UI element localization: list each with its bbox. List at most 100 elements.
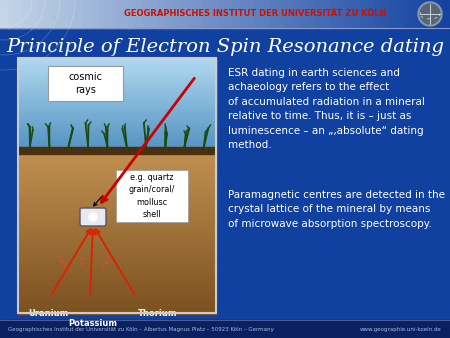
Bar bbox=[18, 243, 216, 249]
Bar bbox=[307, 0, 316, 28]
Bar bbox=[68, 0, 76, 28]
Bar bbox=[278, 0, 286, 28]
Bar bbox=[18, 297, 216, 303]
Bar bbox=[382, 0, 391, 28]
Bar bbox=[120, 0, 129, 28]
Bar bbox=[18, 64, 216, 68]
Circle shape bbox=[418, 2, 442, 26]
Bar bbox=[18, 200, 216, 207]
Bar bbox=[217, 0, 226, 28]
Bar bbox=[225, 0, 234, 28]
Bar bbox=[18, 275, 216, 282]
Bar bbox=[8, 0, 16, 28]
Bar bbox=[270, 0, 279, 28]
Bar bbox=[60, 0, 68, 28]
Text: Principle of Electron Spin Resonance dating: Principle of Electron Spin Resonance dat… bbox=[6, 38, 444, 56]
Bar bbox=[18, 238, 216, 244]
Bar bbox=[30, 0, 39, 28]
FancyBboxPatch shape bbox=[116, 170, 188, 222]
Bar bbox=[18, 118, 216, 122]
Bar bbox=[18, 147, 216, 154]
Bar bbox=[390, 0, 399, 28]
Text: e.g. quartz
grain/coral/
mollusc
shell: e.g. quartz grain/coral/ mollusc shell bbox=[129, 173, 175, 219]
Bar bbox=[75, 0, 84, 28]
Bar bbox=[18, 124, 216, 128]
Bar bbox=[18, 80, 216, 84]
Bar bbox=[18, 281, 216, 287]
Bar bbox=[18, 83, 216, 87]
Bar bbox=[18, 270, 216, 276]
Bar bbox=[18, 133, 216, 137]
Bar bbox=[143, 0, 151, 28]
Bar bbox=[18, 302, 216, 309]
Bar bbox=[18, 211, 216, 217]
Bar bbox=[18, 168, 216, 174]
Bar bbox=[18, 58, 216, 62]
Bar bbox=[248, 0, 256, 28]
Bar bbox=[18, 179, 216, 185]
Bar bbox=[18, 105, 216, 109]
Bar bbox=[18, 74, 216, 78]
Bar bbox=[18, 130, 216, 134]
Bar bbox=[188, 0, 196, 28]
Text: Potassium: Potassium bbox=[68, 319, 117, 329]
Bar bbox=[18, 308, 216, 314]
Bar bbox=[18, 58, 216, 313]
Bar bbox=[18, 158, 216, 164]
Text: β,γ: β,γ bbox=[78, 256, 85, 266]
Bar bbox=[405, 0, 414, 28]
Text: www.geographie.uni-koeln.de: www.geographie.uni-koeln.de bbox=[360, 327, 442, 332]
Text: Paramagnetic centres are detected in the
crystal lattice of the mineral by means: Paramagnetic centres are detected in the… bbox=[228, 190, 445, 229]
Bar bbox=[0, 320, 450, 338]
Bar bbox=[18, 286, 216, 292]
Bar bbox=[195, 0, 203, 28]
Bar bbox=[300, 0, 309, 28]
Bar bbox=[180, 0, 189, 28]
Bar bbox=[315, 0, 324, 28]
Bar bbox=[90, 0, 99, 28]
Text: Geographisches Institut der Universität zu Köln – Albertus Magnus Platz – 50923 : Geographisches Institut der Universität … bbox=[8, 327, 274, 332]
Circle shape bbox=[89, 213, 97, 221]
Bar bbox=[18, 149, 216, 153]
Bar bbox=[22, 0, 31, 28]
Text: cosmic
rays: cosmic rays bbox=[68, 72, 103, 95]
Bar bbox=[15, 0, 23, 28]
Text: Thorium: Thorium bbox=[138, 310, 178, 318]
Bar bbox=[352, 0, 361, 28]
Bar bbox=[127, 0, 136, 28]
Text: Uranium: Uranium bbox=[28, 310, 68, 318]
Bar bbox=[45, 0, 54, 28]
Bar bbox=[285, 0, 293, 28]
Bar bbox=[82, 0, 91, 28]
Bar bbox=[18, 233, 216, 239]
Bar bbox=[18, 184, 216, 191]
Bar bbox=[18, 99, 216, 103]
FancyBboxPatch shape bbox=[80, 208, 106, 226]
Bar bbox=[18, 127, 216, 131]
Bar bbox=[18, 67, 216, 72]
Bar bbox=[18, 259, 216, 266]
Bar bbox=[18, 190, 216, 196]
Bar bbox=[360, 0, 369, 28]
Bar bbox=[18, 216, 216, 223]
Bar bbox=[442, 0, 450, 28]
Bar bbox=[18, 227, 216, 234]
Bar bbox=[210, 0, 219, 28]
Bar bbox=[18, 173, 216, 180]
Bar bbox=[18, 102, 216, 106]
Bar bbox=[262, 0, 271, 28]
Bar bbox=[202, 0, 211, 28]
Bar bbox=[368, 0, 376, 28]
Bar bbox=[428, 0, 436, 28]
Bar bbox=[330, 0, 338, 28]
Bar bbox=[233, 0, 241, 28]
Bar bbox=[435, 0, 444, 28]
Bar bbox=[18, 222, 216, 228]
Bar bbox=[105, 0, 113, 28]
Bar bbox=[18, 121, 216, 125]
Bar bbox=[158, 0, 166, 28]
Text: ESR dating in earth sciences and
achaeology refers to the effect
of accumulated : ESR dating in earth sciences and achaeol… bbox=[228, 68, 425, 150]
Bar bbox=[18, 114, 216, 119]
Bar bbox=[18, 89, 216, 94]
Bar bbox=[18, 265, 216, 271]
